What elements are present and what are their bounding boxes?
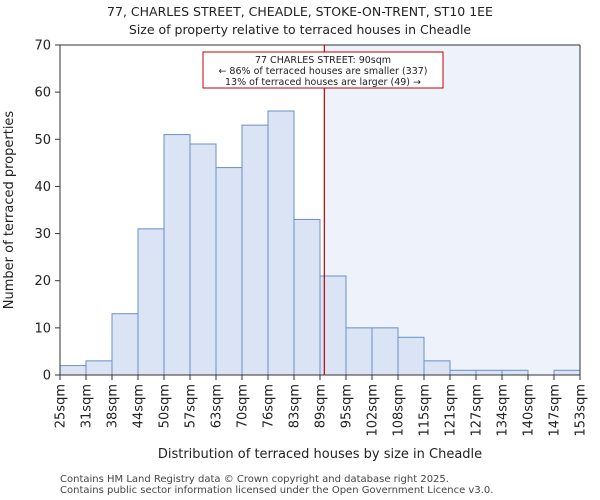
x-tick-label: 153sqm xyxy=(574,384,589,437)
chart-subtitle: Size of property relative to terraced ho… xyxy=(128,22,472,37)
bar xyxy=(371,327,399,376)
chart-title: 77, CHARLES STREET, CHEADLE, STOKE-ON-TR… xyxy=(107,4,493,19)
x-tick-label: 121sqm xyxy=(444,384,459,437)
y-tick-label: 20 xyxy=(34,274,51,289)
bar xyxy=(215,167,243,376)
x-tick-label: 25sqm xyxy=(54,384,69,428)
bar xyxy=(59,365,87,376)
bar xyxy=(189,143,217,376)
x-tick-label: 38sqm xyxy=(106,384,121,428)
larger-properties-region xyxy=(324,45,580,375)
bar xyxy=(267,110,295,376)
x-tick-label: 127sqm xyxy=(470,384,485,437)
x-tick-label: 70sqm xyxy=(236,384,251,428)
annotation-line-2: ← 86% of terraced houses are smaller (33… xyxy=(218,66,427,77)
y-tick-label: 10 xyxy=(34,321,51,336)
footer-attribution-2: Contains public sector information licen… xyxy=(60,485,494,496)
x-tick-label: 50sqm xyxy=(158,384,173,428)
bar xyxy=(553,369,581,376)
x-tick-label: 76sqm xyxy=(262,384,277,428)
bar xyxy=(397,336,425,376)
annotation-line-3: 13% of terraced houses are larger (49) → xyxy=(225,77,421,88)
y-axis-ticks: 0 10 20 30 40 50 60 70 xyxy=(34,39,60,384)
x-axis-ticks: 25sqm 31sqm 38sqm 44sqm 50sqm 57sqm 63sqm 70sqm… xyxy=(54,375,589,437)
annotation-box: 77 CHARLES STREET: 90sqm ← 86% of terrac… xyxy=(202,51,444,89)
x-tick-label: 95sqm xyxy=(340,384,355,428)
annotation-line-1: 77 CHARLES STREET: 90sqm xyxy=(255,55,391,66)
x-tick-label: 89sqm xyxy=(314,384,329,428)
x-tick-label: 147sqm xyxy=(548,384,563,437)
x-tick-label: 63sqm xyxy=(210,384,225,428)
bar xyxy=(293,218,321,376)
bar xyxy=(241,124,269,376)
y-tick-label: 70 xyxy=(34,39,51,54)
y-axis-label: Number of terraced properties xyxy=(2,111,17,310)
bar xyxy=(501,369,529,376)
y-tick-label: 50 xyxy=(34,133,51,148)
x-tick-label: 83sqm xyxy=(288,384,303,428)
y-tick-label: 40 xyxy=(34,180,51,195)
bar xyxy=(423,360,451,376)
bar-series xyxy=(59,110,581,376)
x-axis-label: Distribution of terraced houses by size … xyxy=(158,447,482,462)
x-tick-label: 115sqm xyxy=(418,384,433,437)
bar xyxy=(85,360,113,376)
bar xyxy=(111,313,139,376)
x-tick-label: 134sqm xyxy=(496,384,511,437)
bar xyxy=(345,327,373,376)
x-tick-label: 102sqm xyxy=(366,384,381,437)
y-tick-label: 0 xyxy=(43,369,51,384)
bar xyxy=(475,369,503,376)
y-tick-label: 30 xyxy=(34,227,51,242)
x-tick-label: 140sqm xyxy=(522,384,537,437)
x-tick-label: 108sqm xyxy=(392,384,407,437)
bar xyxy=(449,369,477,376)
x-tick-label: 31sqm xyxy=(80,384,95,428)
x-tick-label: 44sqm xyxy=(132,384,147,428)
bar xyxy=(137,228,165,376)
x-tick-label: 57sqm xyxy=(184,384,199,428)
footer-attribution-1: Contains HM Land Registry data © Crown c… xyxy=(60,474,449,485)
bar xyxy=(163,134,191,376)
y-tick-label: 60 xyxy=(34,86,51,101)
